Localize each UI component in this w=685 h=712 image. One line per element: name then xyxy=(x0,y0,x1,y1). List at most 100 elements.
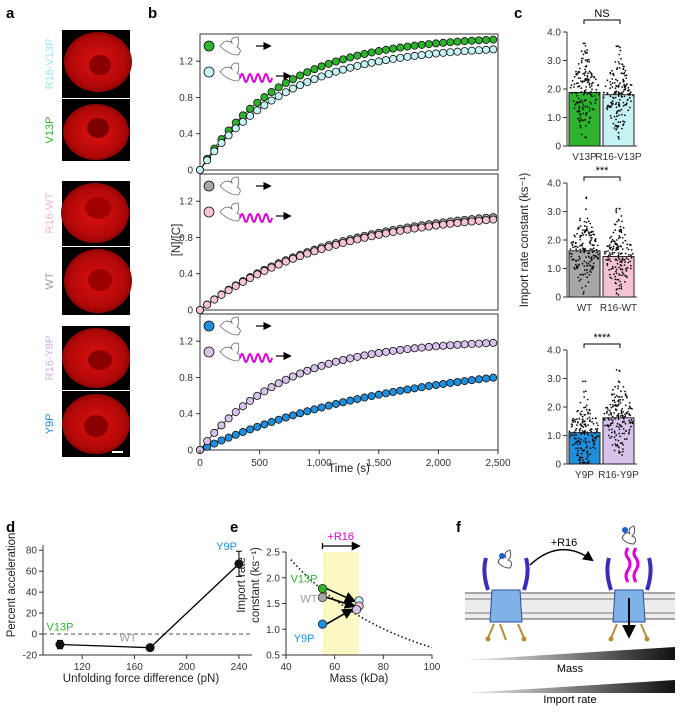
panel-c-dot xyxy=(631,422,634,425)
panel-c-dot xyxy=(571,92,573,94)
panel-c-dot xyxy=(588,409,591,412)
panel-c-dot xyxy=(617,101,620,104)
nucleus-y9p xyxy=(84,415,108,437)
panel-c-dot xyxy=(616,111,618,114)
panel-e-ylabel-line1: Import rate xyxy=(236,557,248,613)
label-wt: WT xyxy=(44,272,56,289)
panel-b-point-V13P xyxy=(331,57,340,66)
panel-b-point-R16-Y9P xyxy=(203,437,212,446)
panel-b-point-R16-Y9P xyxy=(453,340,462,349)
panel-d-xtick-label: 120 xyxy=(74,662,91,673)
panel-c-label: c xyxy=(514,5,522,22)
panel-c-dot xyxy=(614,438,617,441)
panel-c-dot xyxy=(585,446,588,449)
panel-c-dot xyxy=(596,435,598,438)
panel-c-dot xyxy=(622,411,625,413)
panel-c-dot xyxy=(612,420,614,422)
panel-c-dot xyxy=(626,93,629,96)
panel-c-dot xyxy=(609,95,612,98)
panel-c-dot xyxy=(579,124,582,127)
panel-b-point-R16-V13P xyxy=(324,69,333,78)
panel-c-xtick-R16-V13P: R16-V13P xyxy=(595,152,641,163)
panel-c-dot xyxy=(629,407,632,410)
panel-b-point-R16-V13P xyxy=(274,92,283,101)
panel-f-schematic: +R16 Mass Import rate xyxy=(465,525,675,706)
panel-c-dot xyxy=(591,244,594,247)
panel-c-dot xyxy=(585,256,587,258)
panel-e-arrow-WT xyxy=(326,596,357,609)
panel-c-dot xyxy=(618,92,621,95)
panel-d-ytick-label: -20 xyxy=(23,651,38,662)
panel-c-dot xyxy=(620,58,622,60)
panel-c-dot xyxy=(607,259,609,261)
panel-c-dot xyxy=(620,390,622,393)
panel-c-dot xyxy=(615,239,618,241)
panel-b-legend-marker-R16-V13P xyxy=(203,66,215,78)
panel-c-xtick-V13P: V13P xyxy=(572,152,597,163)
panel-c-dot xyxy=(570,425,573,428)
panel-c-dot xyxy=(591,268,594,270)
panel-c-dot xyxy=(630,249,633,251)
panel-c-dot xyxy=(577,110,580,113)
panel-c-dot xyxy=(578,71,581,74)
panel-c-dot xyxy=(623,80,625,82)
panel-c-dot xyxy=(573,245,576,248)
panel-c-dot xyxy=(613,115,616,118)
panel-c-dot xyxy=(586,445,589,448)
panel-c-dot xyxy=(626,412,628,415)
panel-c-dot xyxy=(577,439,580,442)
panel-c-dot xyxy=(611,251,614,254)
panel-d-point-Y9P xyxy=(234,559,244,569)
panel-b-point-R16-Y9P xyxy=(317,361,326,370)
panel-b-point-R16-V13P xyxy=(253,106,262,115)
panel-c-dot xyxy=(573,437,576,440)
panel-b-point-V13P xyxy=(303,68,312,77)
panel-b-point-V13P xyxy=(403,42,412,51)
panel-c-dot xyxy=(613,251,616,254)
panel-c-dot xyxy=(605,250,608,253)
panel-c-dot xyxy=(616,127,619,129)
panel-c-dot xyxy=(621,63,624,66)
panel-c-dot xyxy=(580,87,583,90)
panel-c-dot xyxy=(629,260,632,263)
panel-c-dot xyxy=(604,424,606,427)
panel-c-dot xyxy=(623,264,626,266)
panel-c-xtick-Y9P: Y9P xyxy=(575,470,594,481)
panel-c-dot xyxy=(579,219,581,222)
panel-b-point-R16-WT xyxy=(217,290,226,299)
panel-c-dot xyxy=(606,79,609,82)
panel-c-dot xyxy=(617,237,620,240)
panel-c-dot xyxy=(588,58,590,61)
panel-b-point-R16-V13P xyxy=(310,75,319,84)
panel-c-dot xyxy=(622,414,624,417)
panel-b-point-R16-WT xyxy=(453,218,462,227)
panel-a-label: a xyxy=(6,5,15,22)
panel-b-point-V13P xyxy=(288,75,297,84)
panel-b-point-Y9P xyxy=(482,374,491,383)
panel-c-dot xyxy=(576,452,579,455)
panel-c-dot xyxy=(577,409,579,412)
panel-c-dot xyxy=(589,248,592,250)
panel-c-dot xyxy=(585,221,588,224)
panel-c-dot xyxy=(579,248,582,251)
panel-b-point-R16-WT xyxy=(288,254,297,263)
panel-c-dot xyxy=(624,438,626,441)
panel-c-dot xyxy=(607,245,610,248)
panel-b-point-R16-WT xyxy=(410,224,419,233)
panel-c-dot xyxy=(625,274,627,277)
panel-c-dot xyxy=(589,429,591,432)
panel-c-dot xyxy=(594,428,597,431)
panel-d-xtick-label: 200 xyxy=(178,662,195,673)
panel-b-point-R16-WT xyxy=(460,218,469,227)
panel-c-dot xyxy=(618,67,621,69)
panel-c-dot xyxy=(591,95,593,98)
panel-b-point-R16-WT xyxy=(253,270,262,279)
panel-c-dot xyxy=(616,259,619,262)
panel-c-dot xyxy=(613,401,616,404)
panel-c-dot xyxy=(583,391,585,393)
panel-c-dot xyxy=(572,240,574,243)
panel-c-dot xyxy=(619,46,621,49)
panel-b-point-Y9P xyxy=(217,436,226,445)
panel-c-dot xyxy=(575,418,578,420)
panel-c-dot xyxy=(615,102,618,104)
